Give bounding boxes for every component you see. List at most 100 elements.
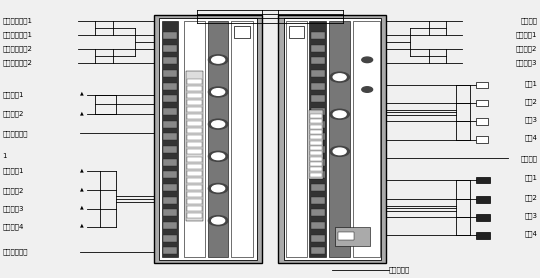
Circle shape xyxy=(330,146,349,156)
Bar xyxy=(310,184,325,191)
Text: 网路进线: 网路进线 xyxy=(521,155,537,162)
Circle shape xyxy=(212,217,225,224)
Bar xyxy=(163,197,177,204)
Bar xyxy=(476,118,488,125)
Circle shape xyxy=(212,56,225,63)
Bar xyxy=(163,95,177,102)
Bar xyxy=(284,18,381,260)
Bar xyxy=(310,157,322,160)
Bar xyxy=(310,108,325,115)
Circle shape xyxy=(330,109,349,119)
Bar xyxy=(476,214,490,221)
Text: 1: 1 xyxy=(3,153,7,159)
Circle shape xyxy=(212,153,225,160)
Bar xyxy=(310,172,325,178)
Bar xyxy=(184,21,205,257)
Bar xyxy=(187,114,202,119)
Bar xyxy=(187,121,202,126)
Bar xyxy=(187,163,202,168)
Text: 房间2: 房间2 xyxy=(524,98,537,105)
Bar xyxy=(310,146,322,150)
Bar xyxy=(310,173,322,177)
Text: ▲: ▲ xyxy=(80,110,84,115)
Bar xyxy=(476,232,490,239)
Bar xyxy=(187,93,202,98)
Bar xyxy=(310,159,325,166)
Bar xyxy=(476,196,490,203)
Bar xyxy=(309,21,326,257)
Text: 房间2: 房间2 xyxy=(524,194,537,201)
Bar xyxy=(187,185,202,190)
Circle shape xyxy=(212,185,225,192)
Bar xyxy=(208,21,228,257)
Bar xyxy=(310,151,322,155)
Bar xyxy=(187,128,202,133)
Text: 房间4: 房间4 xyxy=(524,230,537,237)
Text: 音响出线1: 音响出线1 xyxy=(516,31,537,38)
Bar xyxy=(286,21,307,257)
Text: 外线电话入线: 外线电话入线 xyxy=(3,130,28,137)
Bar xyxy=(234,26,250,38)
Bar xyxy=(163,235,177,242)
Bar xyxy=(353,21,380,257)
Bar xyxy=(187,199,202,204)
Bar xyxy=(310,141,322,145)
Text: ▲: ▲ xyxy=(80,167,84,172)
Bar xyxy=(163,222,177,229)
Bar xyxy=(476,177,490,183)
Circle shape xyxy=(333,111,346,118)
Text: ▲: ▲ xyxy=(80,91,84,96)
Bar xyxy=(329,21,350,257)
Bar xyxy=(310,83,325,90)
Bar xyxy=(310,125,322,128)
Text: 音响出线2: 音响出线2 xyxy=(516,45,537,52)
Bar xyxy=(187,192,202,197)
Text: 外线申话入线: 外线申话入线 xyxy=(3,248,28,255)
Bar xyxy=(310,167,322,171)
Text: 音响进线: 音响进线 xyxy=(521,18,537,24)
Text: 房间电话4: 房间电话4 xyxy=(3,223,24,230)
Circle shape xyxy=(208,151,228,161)
Bar xyxy=(310,209,325,216)
Text: 音响出线3: 音响出线3 xyxy=(516,59,537,66)
Text: 房间4: 房间4 xyxy=(524,134,537,141)
Bar xyxy=(187,135,202,140)
Circle shape xyxy=(208,216,228,226)
Bar xyxy=(163,45,177,52)
Bar xyxy=(162,21,178,257)
Bar xyxy=(310,135,322,139)
Bar xyxy=(187,178,202,183)
Bar xyxy=(187,86,202,91)
Circle shape xyxy=(208,119,228,129)
Bar xyxy=(278,15,386,263)
Bar xyxy=(338,232,354,240)
Bar xyxy=(476,82,488,88)
Bar xyxy=(187,150,202,155)
Bar xyxy=(163,184,177,191)
Text: 房间电话2: 房间电话2 xyxy=(3,187,24,194)
Bar xyxy=(159,18,256,260)
Text: ▲: ▲ xyxy=(80,187,84,192)
Bar xyxy=(163,146,177,153)
Bar xyxy=(187,206,202,211)
Text: 安防监控出线1: 安防监控出线1 xyxy=(3,31,33,38)
Bar xyxy=(231,21,253,257)
Circle shape xyxy=(362,57,373,63)
Bar xyxy=(310,197,325,204)
Bar xyxy=(163,58,177,64)
Bar xyxy=(309,110,323,179)
Text: ▲: ▲ xyxy=(80,223,84,228)
Bar xyxy=(187,213,202,218)
Text: 房间电话3: 房间电话3 xyxy=(3,205,24,212)
Bar xyxy=(476,100,488,106)
Bar xyxy=(187,142,202,147)
Bar xyxy=(335,227,370,246)
Bar xyxy=(187,171,202,176)
Bar xyxy=(310,130,322,134)
Text: ▲: ▲ xyxy=(80,205,84,210)
Circle shape xyxy=(212,121,225,128)
Bar xyxy=(163,70,177,77)
Bar xyxy=(310,146,325,153)
Bar xyxy=(310,222,325,229)
Bar xyxy=(187,100,202,105)
